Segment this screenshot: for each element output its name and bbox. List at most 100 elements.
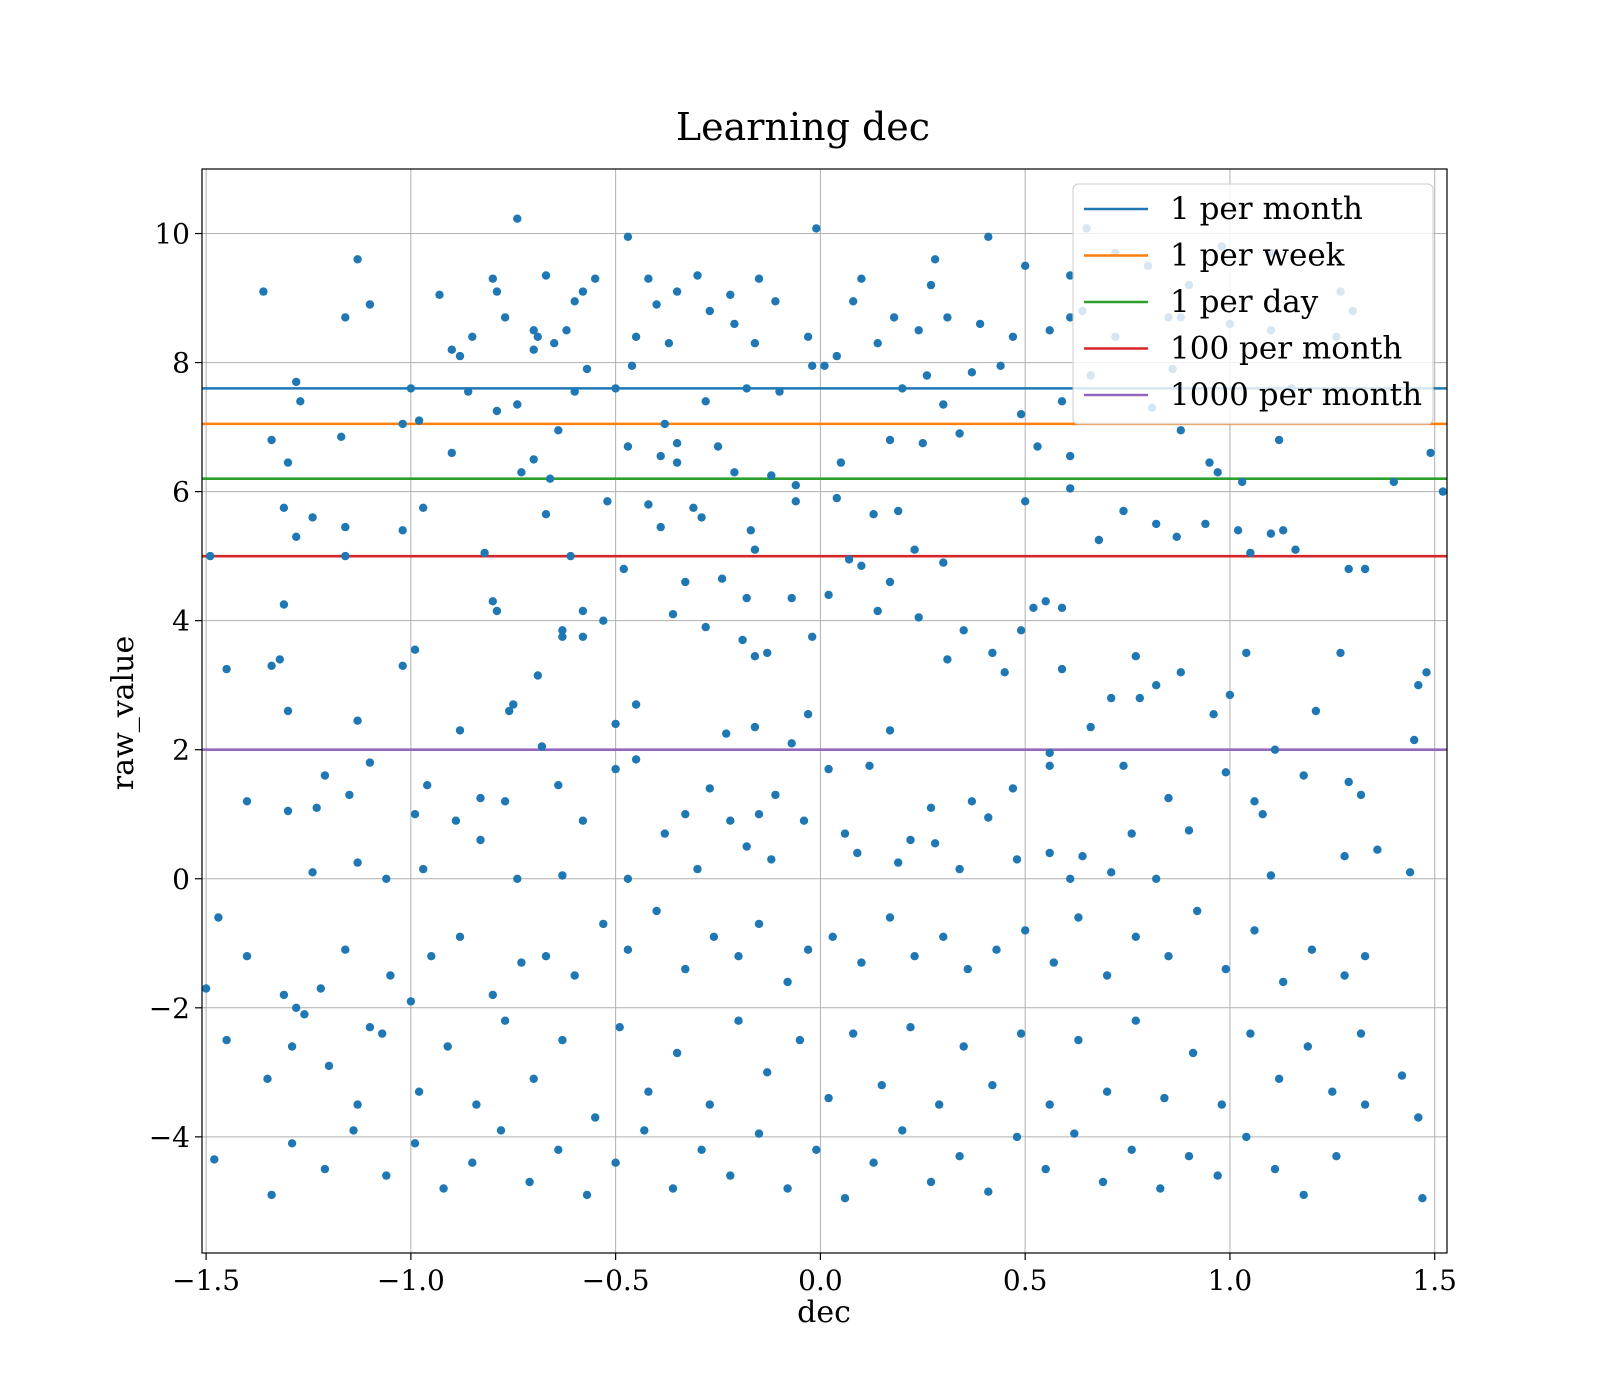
scatter-point [492,287,502,296]
scatter-point [386,971,395,980]
scatter-point [1066,484,1075,493]
scatter-point [660,419,669,429]
scatter-point [754,1129,764,1138]
scatter-point [1066,313,1075,322]
y-tick-label: −2 [149,992,190,1025]
scatter-point [717,574,727,583]
scatter-point [824,590,833,600]
scatter-point [1045,1100,1054,1109]
scatter-point [640,1126,649,1135]
scatter-point [1389,477,1399,487]
scatter-point [410,810,420,819]
scatter-point [492,606,502,616]
scatter-point [726,290,735,299]
scatter-point [730,319,739,329]
scatter-point [857,274,866,283]
y-tick-label: 8 [172,347,190,380]
scatter-point [849,297,858,306]
scatter-point [1045,761,1054,770]
scatter-point [975,319,985,329]
scatter-point [1057,664,1067,674]
scatter-point [697,1145,706,1155]
scatter-point [439,1184,448,1193]
scatter-point [1373,845,1382,854]
scatter-point [259,287,268,296]
y-axis-label: raw_value [106,636,141,790]
scatter-point [840,1194,850,1203]
scatter-point [541,271,551,280]
scatter-point [312,803,321,812]
scatter-point [713,442,723,451]
scatter-point [406,997,416,1006]
scatter-point [1176,668,1186,677]
scatter-point [959,1042,968,1051]
scatter-point [1270,745,1280,754]
scatter-point [533,332,542,341]
scatter-point [1152,681,1161,690]
scatter-point [623,232,633,241]
scatter-point [1205,458,1214,467]
scatter-point [443,1042,452,1051]
scatter-point [1094,535,1104,545]
y-tick-label: 2 [172,734,190,767]
scatter-point [742,593,751,603]
scatter-point [1246,548,1255,558]
scatter-point [1438,487,1448,496]
scatter-point [468,1158,477,1167]
scatter-point [1107,693,1116,703]
x-tick-label: −1.0 [377,1264,445,1297]
scatter-point [210,1155,219,1164]
scatter-point [1152,519,1161,529]
scatter-point [267,435,276,445]
scatter-point [808,361,817,370]
scatter-point [705,1100,714,1109]
scatter-point [803,710,813,719]
scatter-point [1201,519,1210,529]
scatter-point [513,214,522,223]
scatter-point [1209,710,1218,719]
scatter-point [795,1035,805,1045]
scatter-point [1356,1029,1366,1038]
scatter-point [1016,410,1026,419]
scatter-point [750,722,760,732]
scatter-point [1020,926,1030,935]
scatter-point [644,500,653,509]
scatter-point [365,758,375,767]
scatter-point [943,313,952,322]
scatter-point [1074,913,1083,922]
scatter-point [1012,1132,1022,1142]
scatter-point [1107,868,1116,877]
scatter-point [517,468,526,477]
scatter-point [992,945,1001,954]
scatter-point [734,952,743,961]
scatter-point [300,1010,309,1019]
scatter-point [771,790,780,800]
scatter-point [627,361,637,370]
scatter-point [468,332,477,341]
scatter-point [1119,506,1128,516]
legend-label: 1 per month [1170,191,1363,227]
scatter-point [283,806,293,816]
scatter-point [1360,952,1370,961]
scatter-point [1332,1152,1341,1161]
scatter-point [341,522,350,532]
scatter-point [365,300,375,309]
scatter-point [562,326,571,335]
scatter-point [824,764,833,774]
scatter-point [730,468,739,477]
scatter-point [615,1022,624,1032]
scatter-point [419,864,428,874]
scatter-point [1074,1035,1083,1045]
scatter-point [1184,1152,1194,1161]
scatter-point [935,1100,944,1109]
scatter-point [767,855,776,864]
scatter-point [939,932,948,941]
scatter-point [697,513,706,522]
scatter-point [1041,597,1050,606]
x-tick-label: 1.0 [1208,1264,1253,1297]
scatter-point [578,632,588,641]
scatter-point [726,1171,735,1180]
scatter-point [849,1029,858,1038]
scatter-point [611,1158,620,1167]
